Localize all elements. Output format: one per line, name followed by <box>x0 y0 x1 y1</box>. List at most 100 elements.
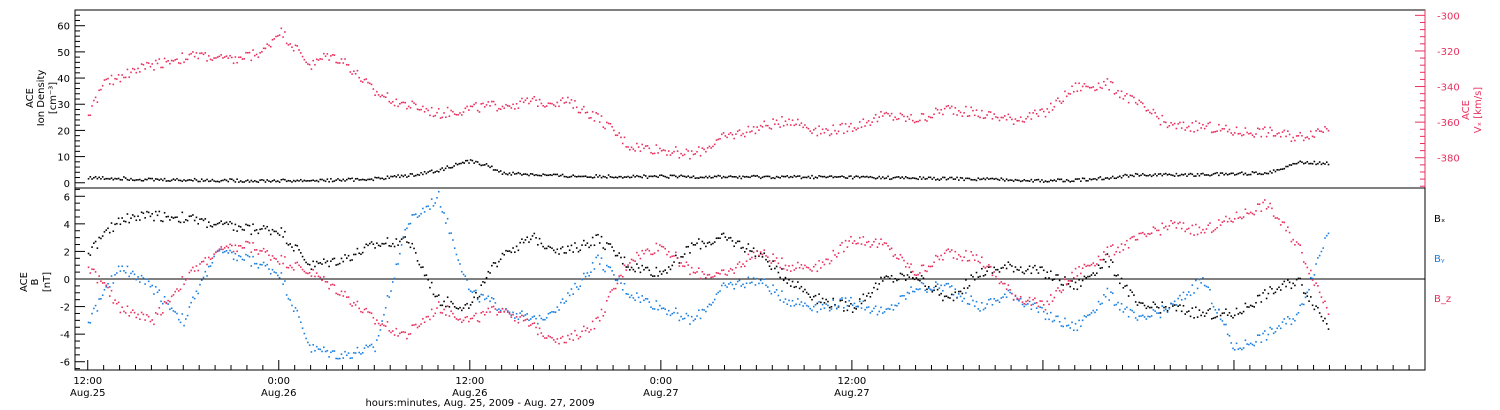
bx-point <box>634 270 636 273</box>
vx-point <box>239 56 242 59</box>
vx-point <box>119 80 122 83</box>
vx-point <box>1032 112 1034 114</box>
bz-point <box>292 269 295 271</box>
vx-point <box>1233 132 1236 134</box>
bz-point <box>485 311 488 314</box>
bx-point <box>374 247 376 249</box>
vx-point <box>252 49 254 51</box>
vx-point <box>167 59 169 62</box>
time-tick-label: 12:00 <box>73 376 102 387</box>
by-point <box>779 299 781 301</box>
vx-point <box>429 114 431 117</box>
ion_density-point <box>517 171 520 174</box>
ion_density-point <box>1117 176 1119 179</box>
by-point <box>1322 247 1325 249</box>
bz-point <box>889 248 891 251</box>
bx-point <box>1311 304 1314 307</box>
vx-point <box>1200 127 1202 129</box>
by-point <box>901 294 904 297</box>
vx-point <box>920 112 923 115</box>
bx-point <box>952 299 955 302</box>
ion_density-point <box>560 174 562 177</box>
bz-point <box>892 255 895 258</box>
bx-point <box>501 252 504 255</box>
vx-point <box>1157 117 1160 120</box>
ion_density-point <box>549 174 552 176</box>
vx-point <box>774 123 776 126</box>
vx-point <box>452 110 454 113</box>
by-point <box>837 305 840 307</box>
ion_density-point <box>876 177 879 179</box>
ion_density-point <box>752 174 755 177</box>
bz-point <box>687 264 689 266</box>
bx-point <box>1308 300 1310 302</box>
vx-point <box>98 89 100 92</box>
vx-point <box>170 59 173 62</box>
bx-point <box>657 275 659 277</box>
by-point <box>231 251 233 254</box>
vx-point <box>713 143 716 146</box>
b-field-tick-label: 0 <box>64 275 70 286</box>
ion_density-point <box>181 180 184 183</box>
by-point <box>1241 348 1243 351</box>
bz-point <box>1143 233 1146 236</box>
bx-point <box>128 221 131 224</box>
bx-point <box>485 276 488 279</box>
bx-point <box>554 251 557 254</box>
x-axis-label: hours:minutes, Aug. 25, 2009 - Aug. 27, … <box>365 398 594 409</box>
vx-point <box>379 95 382 98</box>
by-point <box>345 354 348 357</box>
ion_density-point <box>717 174 720 177</box>
vx-point <box>1090 86 1093 89</box>
bz-point <box>1168 225 1171 227</box>
ion_density-point <box>1251 171 1254 173</box>
bz-point <box>1198 226 1201 229</box>
vx-point <box>1264 126 1266 129</box>
vx-point <box>544 106 546 108</box>
bx-point <box>397 244 399 246</box>
vx-point <box>652 152 654 155</box>
vx-point <box>871 121 873 123</box>
by-point <box>690 315 693 318</box>
ion_density-point <box>1237 172 1240 175</box>
ion_density-point <box>680 174 682 177</box>
bx-point <box>556 248 559 251</box>
ion_density-point <box>200 178 203 180</box>
bx-point <box>731 240 734 242</box>
bx-point <box>814 294 817 297</box>
by-point <box>821 303 824 306</box>
vx-point <box>234 56 237 58</box>
ion_density-point <box>954 178 957 180</box>
ion_density-point <box>1143 174 1146 176</box>
bx-point <box>1143 304 1146 307</box>
bx-point <box>1159 312 1162 314</box>
by-point <box>1145 318 1148 320</box>
vx-point <box>529 100 532 103</box>
by-point <box>758 282 760 285</box>
ion_density-point <box>862 175 865 178</box>
bx-point <box>476 297 479 299</box>
vx-point <box>747 125 750 128</box>
by-point <box>621 288 624 291</box>
bx-point <box>772 260 774 262</box>
vx-point <box>480 103 483 105</box>
by-point <box>655 300 658 302</box>
bx-point <box>705 245 707 248</box>
bx-point <box>1279 289 1282 291</box>
by-point <box>298 316 300 318</box>
bx-point <box>650 274 652 276</box>
vx-point <box>1048 111 1050 114</box>
vx-point <box>322 52 325 55</box>
ion_density-point <box>1260 173 1263 176</box>
ion_density-point <box>993 178 995 180</box>
ion_density-point <box>1175 172 1178 175</box>
by-point <box>947 282 950 285</box>
ion_density-point <box>1090 178 1093 181</box>
bz-point <box>1260 210 1263 213</box>
bz-point <box>153 323 155 326</box>
bz-point <box>1127 246 1130 249</box>
vx-point <box>1214 130 1217 133</box>
bz-point <box>735 266 737 269</box>
vx-point <box>537 105 539 108</box>
bx-point <box>768 265 771 267</box>
